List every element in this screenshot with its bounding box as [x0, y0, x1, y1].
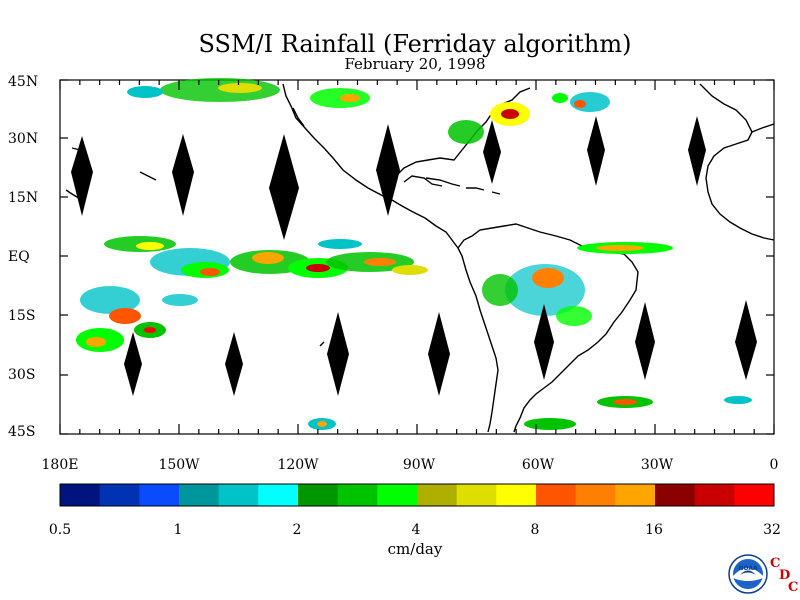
rain-patch: [127, 86, 163, 98]
diamond-gap-icon: [735, 300, 757, 380]
lat-label-15s: 15S: [8, 308, 36, 324]
diamond-gap-icon: [225, 332, 243, 396]
rain-patch: [392, 265, 428, 275]
lon-label-0: 0: [769, 457, 779, 473]
diamond-gap-icon: [635, 302, 655, 380]
rain-patch: [109, 308, 141, 324]
lat-label-30s: 30S: [8, 367, 36, 383]
diamond-gap-icon: [688, 116, 706, 186]
rain-patch: [200, 268, 220, 276]
rain-patch: [340, 94, 360, 102]
rain-patch: [162, 294, 198, 306]
cdc-letter-c1: C: [770, 556, 781, 571]
rain-patch: [318, 239, 362, 249]
rain-patch: [552, 93, 568, 103]
data-gaps: [71, 116, 757, 396]
lon-label-90w: 90W: [402, 457, 436, 473]
cdc-logo: C D C: [770, 556, 800, 596]
lon-label-60w: 60W: [521, 457, 555, 473]
noaa-logo-icon: NOAA: [728, 554, 768, 594]
chart-subtitle: February 20, 1998: [344, 55, 486, 73]
rain-patch: [252, 252, 284, 264]
diamond-gap-icon: [587, 116, 605, 186]
colorbar-swatch: [655, 484, 696, 506]
colorbar-label-2: 2: [292, 522, 302, 538]
rainfall-patches: [76, 78, 752, 430]
diamond-gap-icon: [327, 312, 349, 396]
colorbar-swatch: [337, 484, 378, 506]
diamond-gap-icon: [428, 312, 450, 396]
rain-patch: [574, 100, 586, 108]
lon-label-150w: 150W: [158, 457, 200, 473]
rain-patch: [724, 396, 752, 404]
rain-patch: [556, 306, 592, 326]
colorbar-swatch: [615, 484, 656, 506]
lat-label-eq: EQ: [8, 249, 30, 265]
cdc-letter-d: D: [779, 568, 791, 583]
colorbar-label-1: 1: [173, 522, 183, 538]
colorbar-label-16: 16: [645, 522, 663, 538]
colorbar-swatch: [536, 484, 577, 506]
rain-patch: [532, 268, 564, 288]
lon-label-120w: 120W: [277, 457, 319, 473]
lat-label-15n: 15N: [8, 190, 39, 206]
rain-patch: [306, 264, 330, 272]
rain-patch: [596, 245, 644, 251]
diamond-gap-icon: [172, 134, 194, 216]
rain-patch: [364, 258, 396, 266]
diamond-gap-icon: [483, 120, 501, 184]
colorbar-label-0-5: 0.5: [48, 522, 72, 538]
colorbar-swatch: [60, 484, 101, 506]
colorbar-swatch: [456, 484, 497, 506]
rain-patch: [136, 242, 164, 250]
lat-label-30n: 30N: [8, 131, 39, 147]
rain-patch: [80, 286, 140, 314]
rain-patch: [613, 399, 637, 405]
chart-title: SSM/I Rainfall (Ferriday algorithm): [198, 30, 632, 58]
axis-ticks: [59, 79, 775, 435]
colorbar-swatch: [377, 484, 418, 506]
lon-label-180e: 180E: [41, 457, 79, 473]
colorbar-swatch: [99, 484, 140, 506]
colorbar-swatch: [139, 484, 180, 506]
colorbar-swatch: [417, 484, 458, 506]
colorbar-swatch: [218, 484, 259, 506]
diamond-gap-icon: [124, 332, 142, 396]
cdc-letter-c2: C: [788, 580, 799, 595]
rain-patch: [482, 274, 518, 306]
rain-patch: [524, 418, 576, 430]
rain-patch: [448, 120, 484, 144]
colorbar-frame: [59, 483, 775, 507]
diamond-gap-icon: [71, 136, 93, 216]
rain-patch: [218, 83, 262, 93]
colorbar-units: cm/day: [387, 540, 443, 558]
lat-label-45s: 45S: [8, 424, 36, 440]
colorbar-swatch: [179, 484, 220, 506]
colorbar: [59, 483, 775, 507]
rain-patch: [501, 109, 519, 119]
colorbar-swatch: [298, 484, 339, 506]
rain-patch: [86, 337, 106, 347]
colorbar-swatch: [694, 484, 735, 506]
colorbar-label-32: 32: [763, 522, 781, 538]
noaa-logo-text: NOAA: [738, 565, 758, 572]
diamond-gap-icon: [534, 304, 554, 380]
colorbar-swatch: [734, 484, 775, 506]
rain-patch: [505, 264, 585, 316]
lon-label-30w: 30W: [640, 457, 674, 473]
coastlines: [65, 83, 775, 433]
diamond-gap-icon: [376, 124, 400, 216]
colorbar-swatch: [496, 484, 537, 506]
colorbar-swatch: [258, 484, 299, 506]
colorbar-swatch: [575, 484, 616, 506]
lat-label-45n: 45N: [8, 74, 39, 90]
colorbar-label-4: 4: [411, 522, 421, 538]
colorbar-label-8: 8: [530, 522, 540, 538]
rain-patch: [317, 421, 327, 427]
rain-patch: [144, 327, 156, 333]
diamond-gap-icon: [269, 134, 299, 240]
